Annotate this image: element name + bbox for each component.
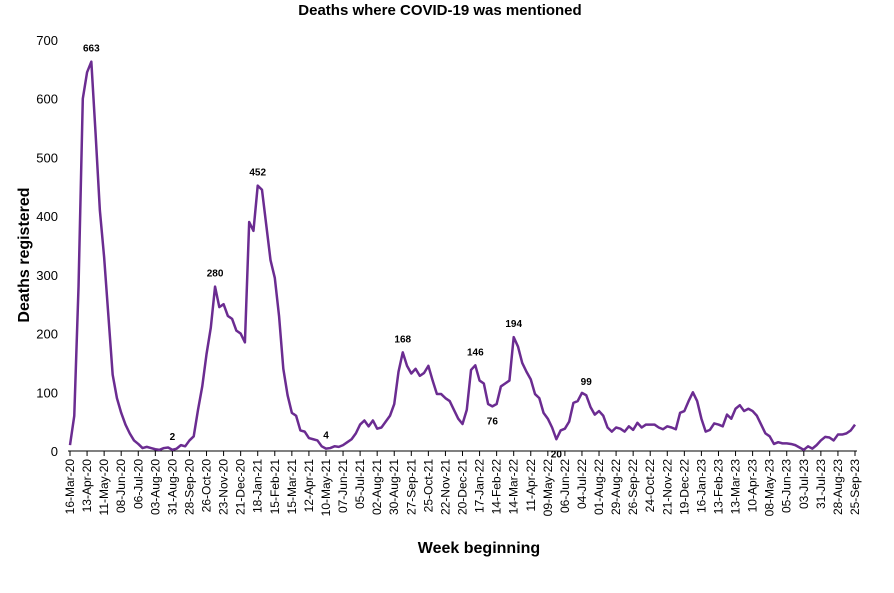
- x-tick-label: 25-Sep-23: [848, 459, 862, 515]
- x-tick-label: 03-Jul-23: [797, 459, 811, 509]
- x-tick-label: 08-May-23: [763, 459, 777, 517]
- data-label: 452: [249, 168, 266, 179]
- x-tick-label: 30-Aug-21: [387, 459, 401, 515]
- x-tick-label: 08-Jun-20: [114, 459, 128, 513]
- x-tick-label: 05-Jul-21: [353, 459, 367, 509]
- x-tick-label: 15-Feb-21: [268, 459, 282, 515]
- x-tick-label: 27-Sep-21: [404, 459, 418, 515]
- x-tick-label: 24-Oct-22: [643, 459, 657, 513]
- y-tick-label: 500: [36, 150, 58, 165]
- x-tick-label: 13-Feb-23: [711, 459, 725, 515]
- x-tick-label: 26-Sep-22: [626, 459, 640, 515]
- x-tick-label: 04-Jul-22: [575, 459, 589, 509]
- x-tick-label: 09-May-22: [541, 459, 555, 517]
- data-label: 2: [170, 432, 176, 443]
- x-tick-label: 10-Apr-23: [746, 459, 760, 513]
- x-tick-label: 31-Aug-20: [165, 459, 179, 515]
- y-tick-label: 200: [36, 327, 58, 342]
- data-label: 168: [394, 334, 411, 345]
- x-tick-label: 14-Feb-22: [490, 459, 504, 515]
- x-tick-label: 16-Jan-23: [694, 459, 708, 513]
- y-tick-label: 0: [51, 444, 58, 459]
- y-tick-label: 700: [36, 33, 58, 48]
- x-tick-label: 19-Dec-22: [677, 459, 691, 515]
- x-tick-label: 21-Nov-22: [660, 459, 674, 515]
- x-tick-label: 18-Jan-21: [251, 459, 265, 513]
- x-tick-label: 01-Aug-22: [592, 459, 606, 515]
- x-tick-label: 28-Aug-23: [831, 459, 845, 515]
- x-tick-label: 10-May-21: [319, 459, 333, 517]
- x-tick-label: 21-Dec-20: [234, 459, 248, 515]
- x-tick-label: 11-May-20: [97, 459, 111, 516]
- x-tick-label: 13-Apr-20: [80, 459, 94, 513]
- x-tick-label: 07-Jun-21: [336, 459, 350, 513]
- x-axis-label: Week beginning: [418, 540, 540, 557]
- data-label: 663: [83, 44, 100, 55]
- chart-title: Deaths where COVID-19 was mentioned: [298, 2, 581, 19]
- data-line: [68, 60, 857, 452]
- y-tick-label: 300: [36, 268, 58, 283]
- data-label: 146: [467, 347, 484, 358]
- x-tick-label: 15-Mar-21: [285, 459, 299, 515]
- x-tick-label: 03-Aug-20: [148, 459, 162, 515]
- x-tick-label: 13-Mar-23: [729, 459, 743, 515]
- x-tick-label: 26-Oct-20: [200, 459, 214, 513]
- x-tick-label: 22-Nov-21: [438, 459, 452, 515]
- x-tick-label: 16-Mar-20: [63, 459, 77, 515]
- x-tick-label: 20-Dec-21: [456, 459, 470, 515]
- y-tick-label: 600: [36, 92, 58, 107]
- x-tick-label: 06-Jul-20: [131, 459, 145, 509]
- y-tick-label: 100: [36, 385, 58, 400]
- data-label: 194: [505, 319, 522, 330]
- x-tick-label: 05-Jun-23: [780, 459, 794, 513]
- x-tick-label: 28-Sep-20: [182, 459, 196, 515]
- x-tick-label: 06-Jun-22: [558, 459, 572, 513]
- data-label: 45: [892, 0, 894, 3]
- data-label: 76: [487, 416, 499, 427]
- y-axis-label: Deaths registered: [16, 187, 33, 322]
- y-tick-label: 400: [36, 209, 58, 224]
- x-tick-label: 11-Apr-22: [524, 459, 538, 512]
- x-tick-label: 02-Aug-21: [370, 459, 384, 515]
- data-label: 99: [581, 377, 593, 388]
- x-tick-label: 25-Oct-21: [421, 459, 435, 513]
- x-tick-label: 14-Mar-22: [507, 459, 521, 515]
- x-tick-label: 31-Jul-23: [814, 459, 828, 509]
- data-label: 4: [323, 431, 329, 442]
- x-tick-label: 12-Apr-21: [302, 459, 316, 513]
- data-label: 280: [207, 269, 224, 280]
- x-tick-label: 29-Aug-22: [609, 459, 623, 515]
- data-label: 20: [551, 449, 563, 460]
- x-tick-label: 17-Jan-22: [473, 459, 487, 513]
- x-tick-label: 23-Nov-20: [217, 459, 231, 515]
